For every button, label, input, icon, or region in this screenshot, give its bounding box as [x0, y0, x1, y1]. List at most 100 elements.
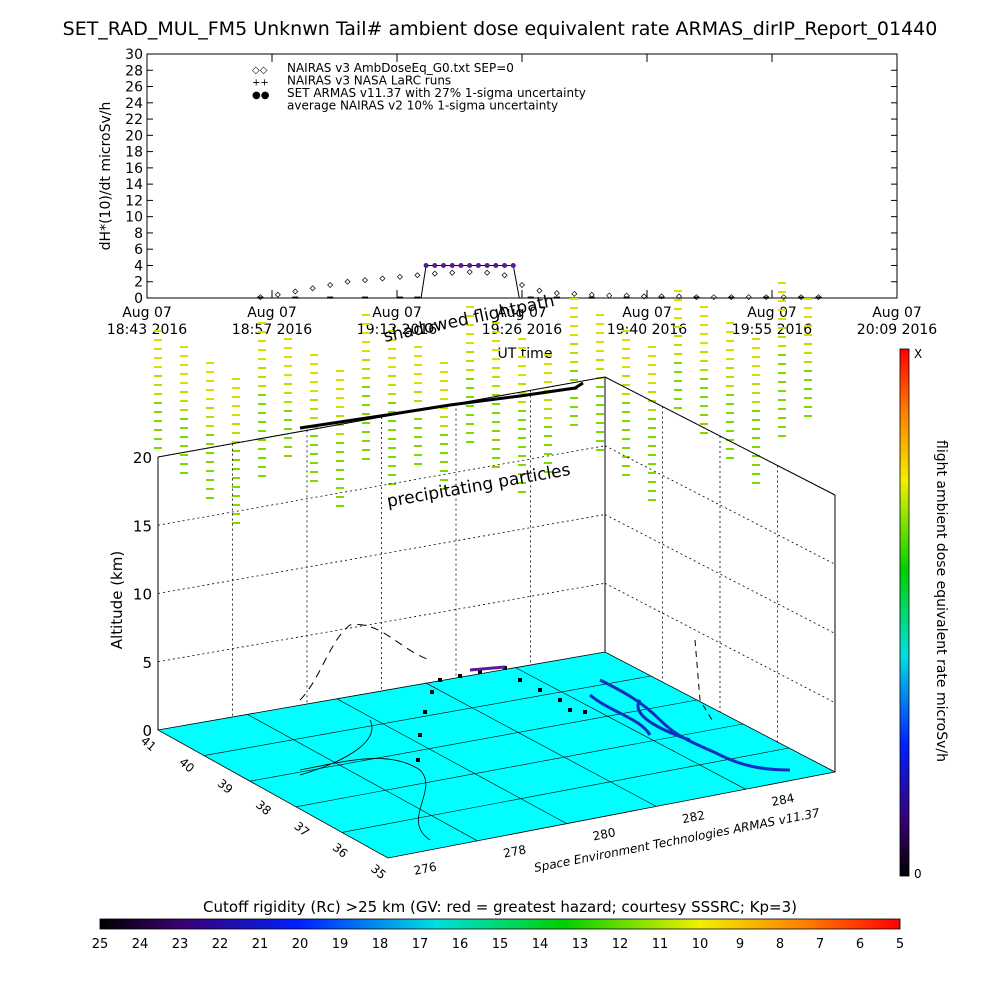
legend-label: SET ARMAS v11.37 with 27% 1-sigma uncert…	[287, 86, 586, 100]
particle-marker	[336, 505, 344, 507]
particle-marker	[258, 331, 266, 333]
armas-data-point	[441, 262, 447, 268]
particle-marker	[648, 373, 656, 375]
particle-marker	[648, 472, 656, 474]
particle-marker	[570, 307, 578, 309]
y-tick-label: 16	[125, 161, 143, 177]
particle-marker	[596, 395, 604, 397]
particle-marker	[284, 437, 292, 439]
particle-marker	[258, 358, 266, 360]
particle-marker	[752, 473, 760, 475]
particle-marker	[206, 461, 214, 463]
y-tick-label: 20	[125, 128, 143, 144]
series-layer	[257, 262, 822, 301]
ground-map-plane	[156, 651, 837, 859]
particle-marker	[232, 414, 240, 416]
legend-label: NAIRAS v3 AmbDoseEq_G0.txt SEP=0	[287, 61, 514, 75]
armas-data-point	[510, 262, 516, 268]
particle-marker	[310, 408, 318, 410]
bottom-colorbar-tick-label: 18	[372, 937, 389, 952]
nairas-diamond-point	[658, 293, 665, 300]
particle-marker	[544, 417, 552, 419]
x-tick-date: Aug 07	[872, 305, 922, 321]
particle-marker	[232, 504, 240, 506]
armas-data-point	[432, 262, 438, 268]
x-tick-date: Aug 07	[122, 305, 172, 321]
particle-marker	[362, 368, 370, 370]
y-tick-label: 8	[134, 226, 143, 242]
particle-marker	[388, 420, 396, 422]
particle-marker	[310, 435, 318, 437]
particle-marker	[804, 325, 812, 327]
particle-marker	[804, 307, 812, 309]
particle-marker	[466, 333, 474, 335]
particle-marker	[180, 373, 188, 375]
particle-marker	[778, 354, 786, 356]
particle-marker	[752, 464, 760, 466]
particle-marker	[518, 356, 526, 358]
particle-marker	[258, 340, 266, 342]
nairas-diamond-point	[344, 278, 351, 285]
x-tick-time: 18:43 2016	[107, 322, 188, 338]
particle-marker	[362, 431, 370, 433]
particle-marker	[362, 395, 370, 397]
particle-marker	[700, 360, 708, 362]
particle-marker	[674, 398, 682, 400]
particle-marker	[258, 457, 266, 459]
particle-marker	[466, 414, 474, 416]
particle-marker	[388, 411, 396, 413]
legend-label: average NAIRAS v2 10% 1-sigma uncertaint…	[287, 99, 558, 113]
particle-marker	[388, 366, 396, 368]
particle-marker	[596, 359, 604, 361]
latitude-tick-label: 39	[215, 776, 236, 797]
longitude-tick-label: 278	[502, 842, 527, 860]
y-tick-label: 6	[134, 242, 143, 258]
particle-marker	[700, 306, 708, 308]
particle-marker	[284, 410, 292, 412]
particle-marker	[700, 405, 708, 407]
nairas-diamond-point	[484, 269, 491, 276]
particle-marker	[206, 416, 214, 418]
particle-marker	[362, 314, 370, 316]
particle-marker	[310, 417, 318, 419]
particle-marker	[440, 434, 448, 436]
armas-low-point	[362, 296, 369, 299]
nairas-diamond-point	[606, 292, 613, 299]
particle-marker	[544, 372, 552, 374]
particle-marker	[778, 426, 786, 428]
particle-marker	[778, 381, 786, 383]
particle-marker	[700, 369, 708, 371]
particle-marker	[518, 482, 526, 484]
latitude-tick-label: 38	[253, 798, 274, 819]
particle-marker	[336, 406, 344, 408]
legend-symbol: ●●	[252, 90, 270, 101]
particle-marker	[674, 371, 682, 373]
x-tick-date: Aug 07	[247, 305, 297, 321]
particle-marker	[648, 346, 656, 348]
particle-marker	[778, 291, 786, 293]
particle-marker	[362, 422, 370, 424]
particle-marker	[544, 354, 552, 356]
particle-marker	[726, 340, 734, 342]
particle-marker	[232, 405, 240, 407]
particle-marker	[648, 445, 656, 447]
particle-marker	[206, 380, 214, 382]
particle-marker	[570, 298, 578, 300]
particle-marker	[258, 394, 266, 396]
particle-marker	[518, 491, 526, 493]
particle-marker	[726, 457, 734, 459]
particle-marker	[180, 427, 188, 429]
particle-marker	[258, 421, 266, 423]
particle-marker	[440, 389, 448, 391]
particle-marker	[726, 331, 734, 333]
particle-marker	[752, 338, 760, 340]
bottom-colorbar-tick-label: 15	[492, 937, 509, 952]
nairas-diamond-point	[641, 293, 648, 300]
particle-marker	[414, 382, 422, 384]
bottom-colorbar-tick-label: 25	[92, 937, 109, 952]
particle-marker	[284, 455, 292, 457]
particle-marker	[492, 448, 500, 450]
altitude-tick-label: 0	[142, 722, 152, 740]
particle-marker	[570, 343, 578, 345]
